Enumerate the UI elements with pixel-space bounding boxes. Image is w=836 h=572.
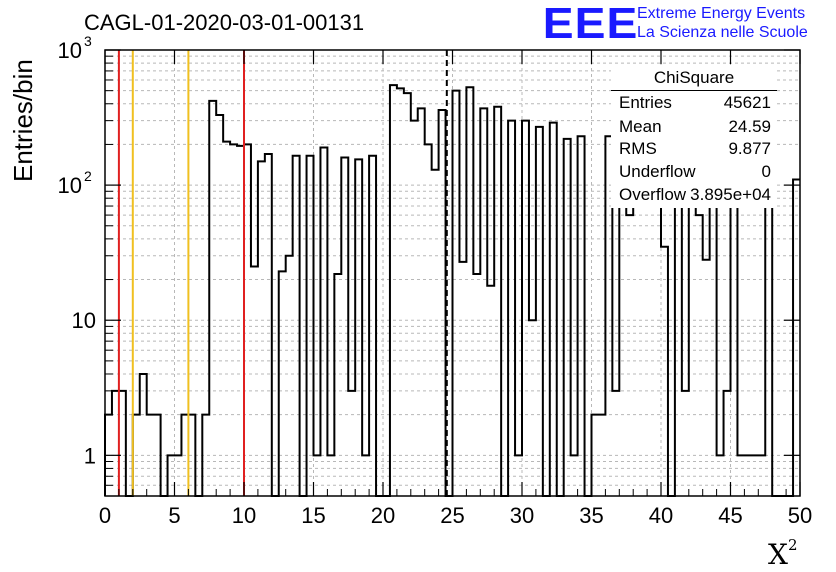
x-tick-label: 10 xyxy=(232,503,256,528)
x-axis-label-base: X xyxy=(768,538,788,571)
plot-title: CAGL-01-2020-03-01-00131 xyxy=(84,10,365,35)
x-tick-label: 35 xyxy=(579,503,603,528)
y-tick-label: 10 xyxy=(72,308,96,333)
x-tick-label: 20 xyxy=(371,503,395,528)
x-tick-label: 25 xyxy=(440,503,464,528)
stat-row-underflow: Underflow 0 xyxy=(619,162,771,184)
stat-value: 24.59 xyxy=(728,117,771,136)
logo-line-1: Extreme Energy Events xyxy=(637,5,806,22)
stat-row-overflow: Overflow 3.895e+04 xyxy=(619,185,771,207)
stat-row-rms: RMS 9.877 xyxy=(619,139,771,161)
y-tick-label: 1 xyxy=(84,443,96,468)
y-tick-exponent: 2 xyxy=(84,168,92,184)
y-tick-exponent: 3 xyxy=(84,33,92,49)
stat-name: Overflow xyxy=(619,185,687,204)
stat-name: Mean xyxy=(619,117,662,136)
x-tick-label: 40 xyxy=(649,503,673,528)
x-tick-label: 5 xyxy=(168,503,180,528)
y-axis-label: Entries/bin xyxy=(8,59,38,182)
stat-row-entries: Entries 45621 xyxy=(619,93,771,115)
logo-line-2: La Scienza nelle Scuole xyxy=(637,24,808,41)
eee-logo: EEE xyxy=(542,0,639,48)
x-tick-label: 0 xyxy=(99,503,111,528)
stats-title: ChiSquare xyxy=(653,68,735,87)
stat-value: 0 xyxy=(761,162,771,181)
stats-divider xyxy=(611,90,777,91)
stat-value: 45621 xyxy=(723,93,771,112)
y-tick-label: 10 xyxy=(58,173,82,198)
x-tick-label: 30 xyxy=(510,503,534,528)
x-tick-label: 50 xyxy=(788,503,812,528)
x-axis-label: X2 xyxy=(768,536,797,571)
stat-name: Underflow xyxy=(619,162,696,181)
stats-box: ChiSquare Entries 45621 Mean 24.59 RMS 9… xyxy=(611,68,777,208)
stat-row-mean: Mean 24.59 xyxy=(619,117,771,139)
x-tick-label: 15 xyxy=(301,503,325,528)
x-axis-label-exp: 2 xyxy=(787,536,798,554)
stat-value: 3.895e+04 xyxy=(690,185,771,204)
stat-value: 9.877 xyxy=(728,139,771,158)
stat-name: RMS xyxy=(619,139,657,158)
x-tick-label: 45 xyxy=(718,503,742,528)
stat-name: Entries xyxy=(619,93,672,112)
y-tick-label: 10 xyxy=(58,38,82,63)
